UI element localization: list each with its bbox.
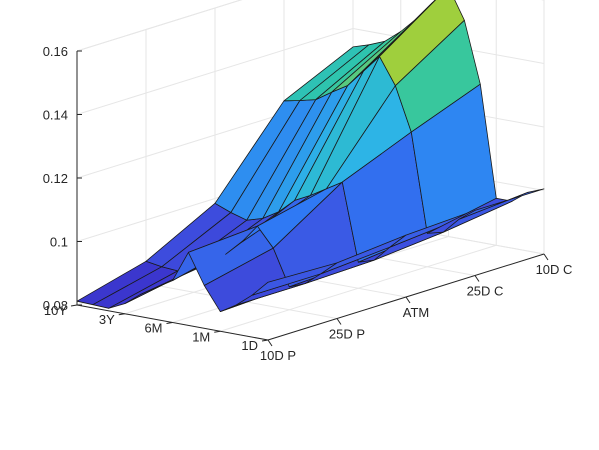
surface-facet	[458, 188, 545, 220]
tenor-tick	[70, 304, 78, 307]
tenor-tick-label: 6M	[144, 321, 162, 336]
strike-tick-label: ATM	[403, 305, 429, 320]
tenor-tick	[261, 339, 269, 342]
floor-grid-line	[220, 244, 497, 332]
strike-tick	[336, 318, 342, 325]
tenor-tick	[166, 322, 173, 324]
strike-tick-label: 25D P	[329, 327, 365, 342]
z-tick-label: 0.12	[43, 171, 68, 186]
tenor-tick-label: 1D	[241, 338, 258, 353]
strike-tick-label: 10D C	[536, 262, 573, 277]
strike-tick-label: 10D P	[260, 348, 296, 363]
axis-layer	[70, 50, 549, 347]
tenor-tick-label: 3Y	[99, 312, 115, 327]
strike-tick	[543, 253, 549, 261]
strike-tick	[474, 275, 480, 282]
strike-tick	[267, 339, 273, 347]
surface	[76, 0, 545, 313]
tenor-tick	[214, 330, 221, 333]
z-tick-label: 0.08	[43, 298, 68, 313]
tenor-tick-label: 1M	[192, 329, 210, 344]
tenor-tick	[118, 313, 125, 316]
strike-tick-label: 25D C	[467, 284, 504, 299]
back-wall-grid-line	[76, 28, 354, 115]
tenor-tick-label: 10Y	[44, 303, 67, 318]
strike-tick	[405, 296, 411, 304]
z-tick-label: 0.1	[50, 235, 68, 250]
box-edge	[76, 0, 243, 52]
z-tick-label: 0.14	[43, 108, 68, 123]
z-tick-label: 0.16	[43, 44, 68, 59]
